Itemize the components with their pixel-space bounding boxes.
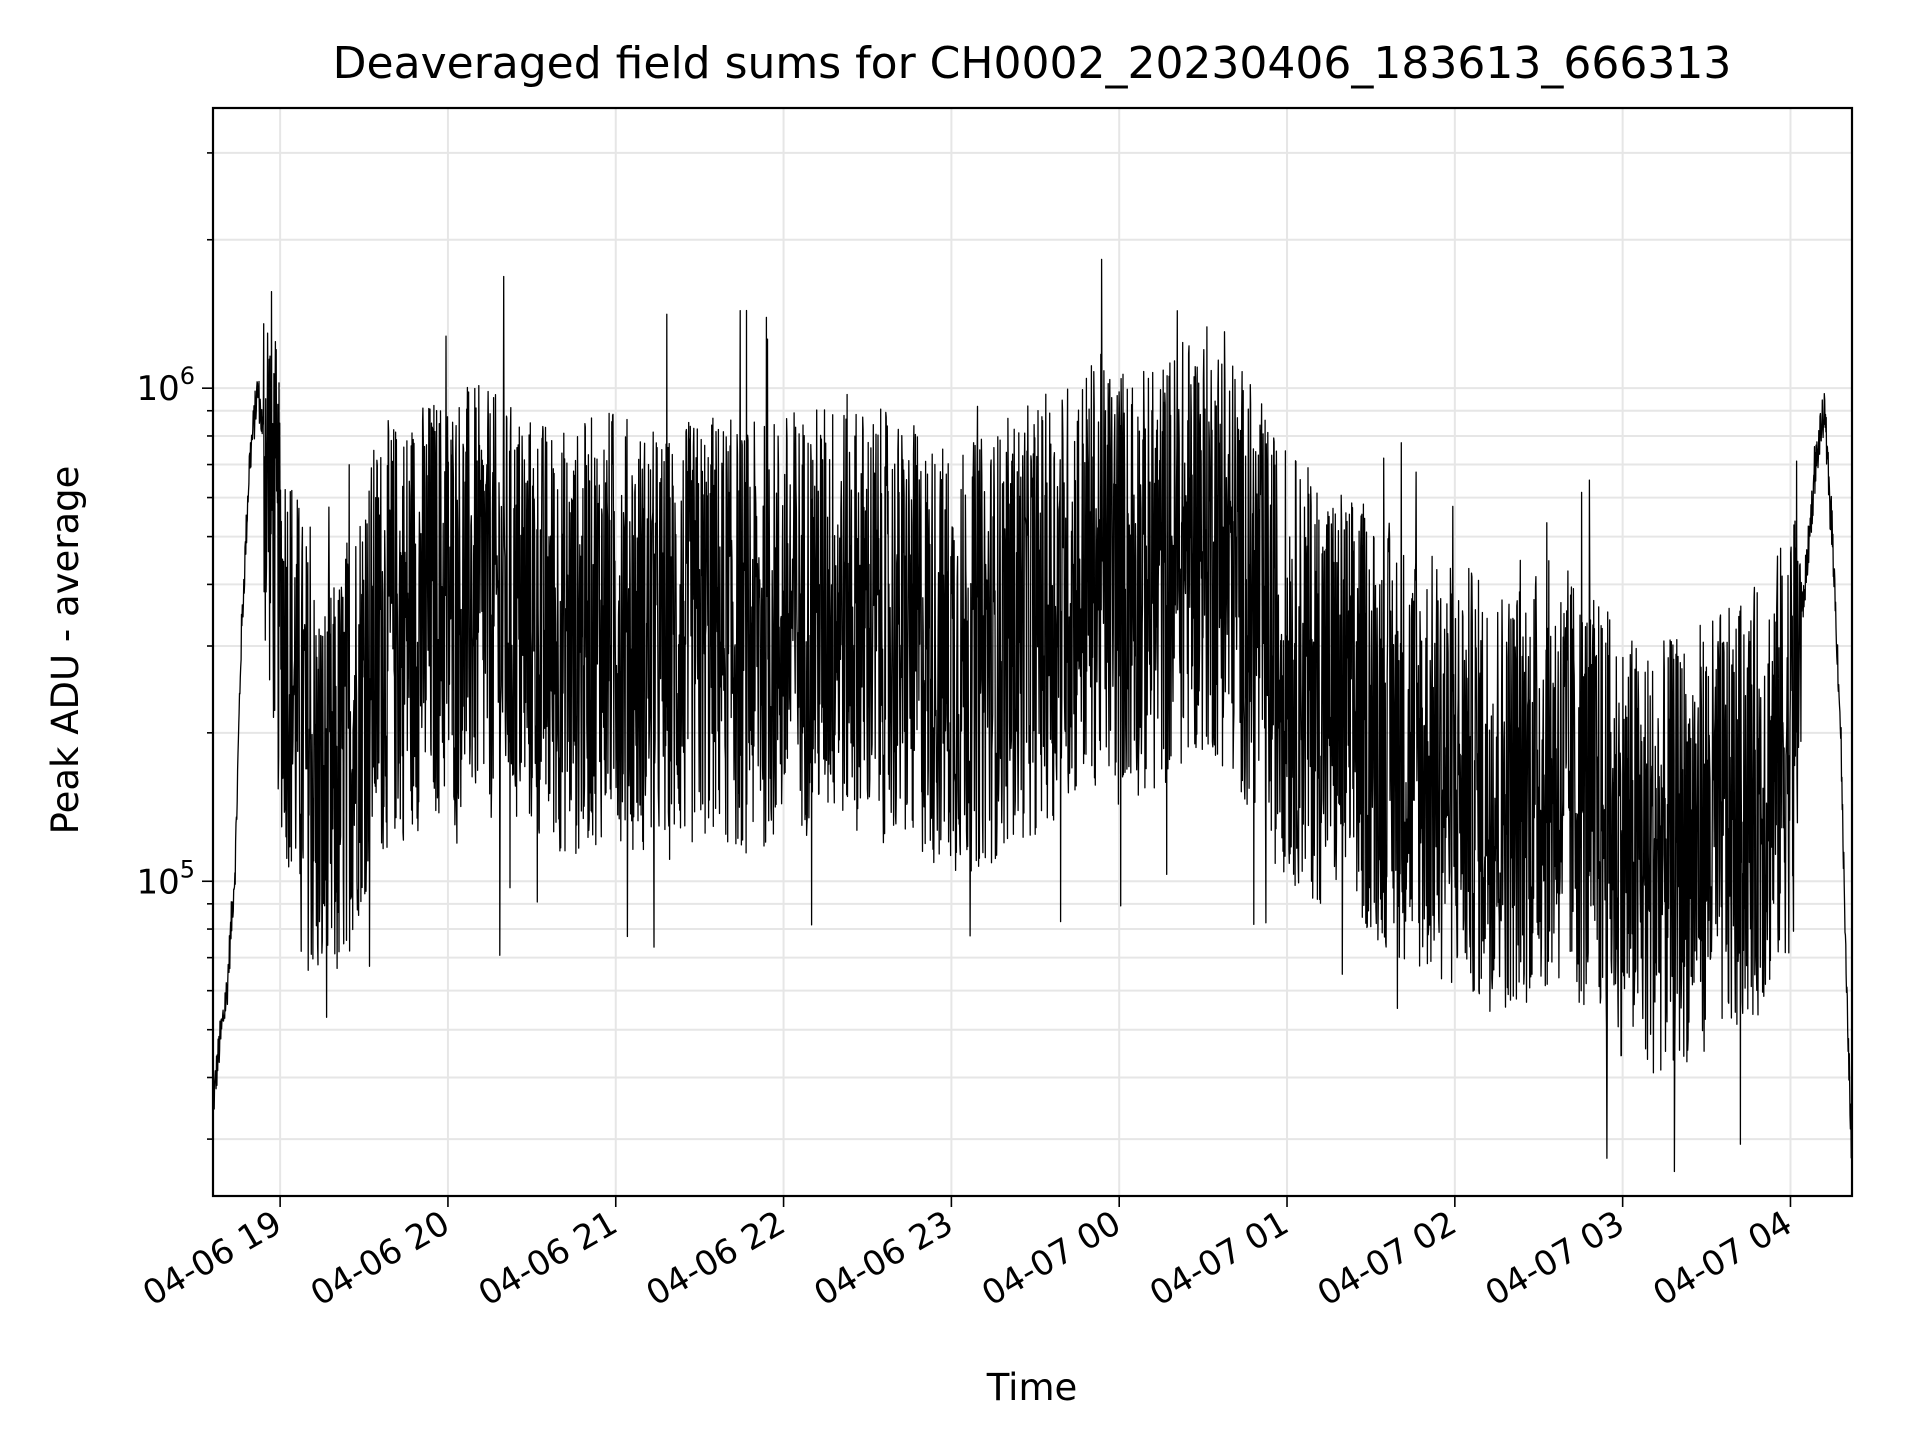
y-tick-base: 10 [136, 369, 179, 409]
chart-title: Deaveraged field sums for CH0002_2023040… [333, 38, 1732, 89]
series-line [212, 258, 1853, 1173]
y-axis-title: Peak ADU - average [44, 466, 87, 835]
data-series [212, 258, 1853, 1173]
y-tick-label: 105 [136, 855, 195, 902]
y-tick-base: 10 [136, 862, 179, 902]
y-tick-exponent: 5 [180, 855, 195, 883]
x-axis-title: Time [986, 1366, 1078, 1409]
plot-frame [211, 106, 1854, 1198]
y-tick-label: 106 [136, 362, 195, 409]
y-tick-exponent: 6 [180, 362, 195, 390]
